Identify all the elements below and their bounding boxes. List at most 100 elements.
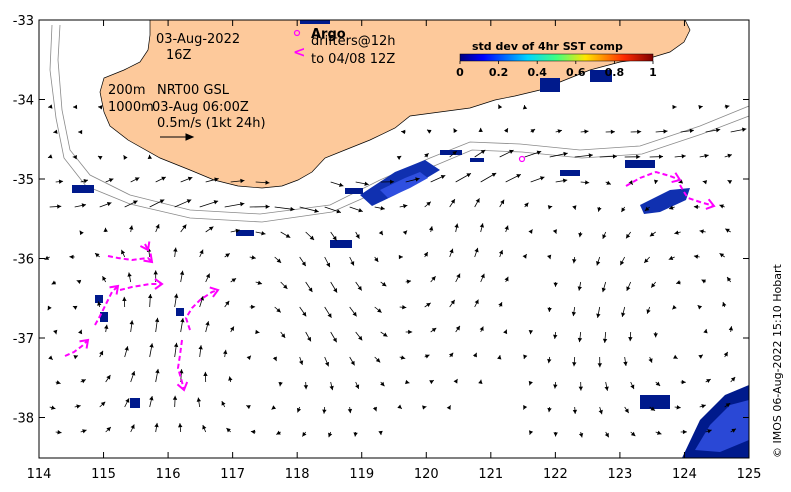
current-vector-head: [702, 180, 708, 185]
title-date: 03-Aug-2022: [156, 32, 240, 47]
current-vector-head: [57, 430, 62, 435]
current-vector-head: [723, 351, 728, 357]
current-vector-head: [656, 430, 662, 435]
current-vector-head: [553, 432, 558, 437]
current-vector-head: [73, 104, 78, 110]
x-tick-label: 119: [349, 467, 374, 482]
x-tick-label: 120: [414, 467, 439, 482]
current-vector-head: [302, 311, 307, 317]
current-vector-head: [153, 270, 158, 275]
current-vector-head: [121, 249, 126, 255]
current-vector-head: [547, 205, 553, 210]
drifter-track: [64, 339, 89, 357]
x-tick-label: 122: [543, 467, 568, 482]
current-vector-head: [57, 204, 62, 209]
current-vector-head: [522, 254, 527, 259]
land-mass: [99, 19, 691, 189]
title-time: 16Z: [166, 48, 192, 63]
current-vector-head: [202, 424, 207, 430]
current-vector-head: [308, 287, 313, 293]
current-vector-head: [577, 286, 582, 291]
current-vector-head: [727, 277, 732, 282]
current-vector-head: [332, 337, 337, 343]
current-vector-head: [133, 200, 138, 205]
current-vector-head: [81, 203, 87, 208]
current-vector-head: [161, 176, 166, 181]
current-vector-head: [250, 429, 256, 435]
y-tick-label: -37: [13, 332, 34, 347]
current-vector-head: [719, 204, 724, 209]
current-vector-head: [350, 360, 355, 366]
current-vector-head: [474, 247, 479, 253]
current-vector-head: [307, 336, 311, 342]
current-vector-head: [56, 380, 61, 385]
current-vector-head: [240, 202, 245, 207]
current-vector-head: [301, 261, 306, 267]
current-vector-head: [97, 301, 102, 306]
current-vector-head: [598, 409, 603, 415]
current-vector-head: [610, 129, 615, 135]
current-vector-head: [606, 180, 611, 185]
plot-frame: [38, 19, 750, 459]
current-vector-head: [536, 150, 542, 155]
current-vector-head: [668, 255, 674, 260]
current-vector-head: [129, 225, 134, 230]
current-vector-head: [601, 287, 606, 293]
current-vector-head: [424, 354, 430, 359]
current-vector-head: [676, 405, 681, 410]
current-vector-head: [290, 206, 295, 212]
current-vector-head: [479, 326, 484, 332]
colorbar-tick-label: 0.6: [566, 66, 586, 79]
current-vector-head: [408, 329, 413, 335]
current-vector-head: [231, 278, 237, 283]
current-vector-head: [53, 329, 58, 335]
current-vector-head: [405, 379, 410, 385]
current-vector-head: [251, 304, 256, 310]
current-vector-head: [453, 379, 458, 384]
current-vector-head: [271, 405, 277, 410]
current-vector-head: [452, 151, 457, 156]
isobath-200m: [57, 24, 750, 215]
current-vector-head: [47, 305, 52, 311]
current-vector-head: [397, 404, 402, 409]
current-vector-head: [431, 276, 436, 281]
current-vector-head: [658, 154, 664, 159]
current-vector-head: [644, 206, 650, 211]
current-vector-head: [655, 381, 661, 386]
current-vector-head: [503, 329, 508, 335]
current-vector-head: [604, 432, 609, 438]
current-vector-head: [350, 261, 355, 266]
product-label: NRT00 GSL: [157, 83, 230, 98]
current-vector-head: [103, 227, 108, 232]
current-vector-head: [578, 232, 583, 238]
current-vector-head: [498, 302, 503, 307]
current-vector-head: [547, 407, 552, 413]
sst-patches: [72, 20, 749, 458]
current-vector-head: [547, 358, 552, 364]
current-vector-head: [131, 371, 136, 376]
current-vector-head: [455, 325, 460, 331]
current-vector-head: [102, 276, 107, 281]
current-vector-head: [374, 257, 379, 262]
current-vector-head: [154, 317, 160, 323]
current-vector-head: [678, 179, 683, 184]
current-vector-head: [578, 386, 584, 391]
current-vector-head: [552, 229, 557, 234]
drifters-label: drifters@12h: [311, 34, 396, 49]
current-vector-head: [557, 129, 562, 134]
current-vector-head: [626, 233, 631, 239]
current-vector-head: [72, 154, 77, 160]
current-vector-head: [180, 318, 185, 323]
x-tick-label: 118: [285, 467, 310, 482]
current-vector-head: [257, 280, 263, 285]
current-vector-head: [278, 381, 283, 387]
current-vector-head: [703, 328, 708, 334]
current-vector-head: [76, 279, 82, 284]
current-vector-head: [480, 149, 486, 154]
current-vector-head: [630, 384, 635, 390]
drifter-track: [107, 255, 153, 263]
current-vector-head: [380, 206, 385, 211]
drifters-until: to 04/08 12Z: [311, 52, 395, 67]
current-vector-head: [53, 129, 58, 134]
x-tick-label: 115: [91, 467, 116, 482]
